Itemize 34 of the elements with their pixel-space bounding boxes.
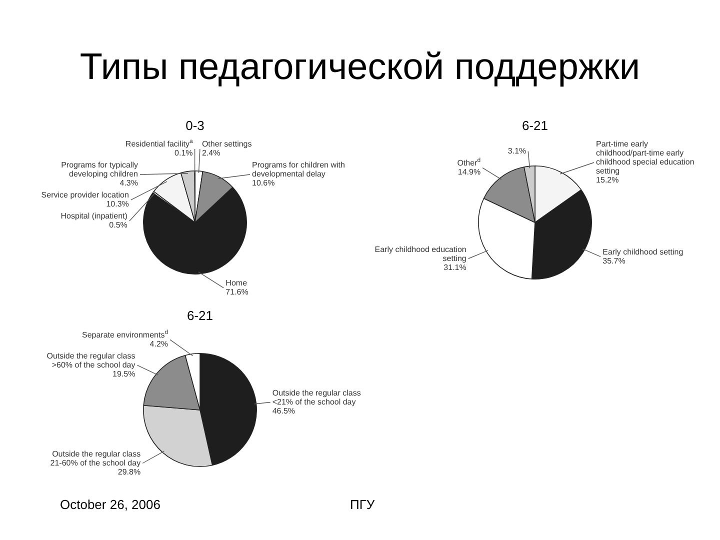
data-label: 14.9% — [458, 167, 481, 176]
slice-label: Early childhood setting — [602, 247, 684, 256]
slice-label: Other settings — [202, 140, 252, 149]
slice-label: Part-time early childhood/part-time early childhood special education setting — [596, 140, 694, 176]
data-label: 71.6% — [226, 288, 248, 297]
slice-label: Outside the regular class >60% of the school day — [46, 351, 136, 370]
data-label: 19.5% — [112, 369, 136, 378]
slice-label: Early childhood education setting — [374, 244, 466, 263]
data-label: 10.3% — [106, 200, 129, 209]
data-label: 0.5% — [109, 220, 128, 230]
slice-label: Programs for children with developmental delay — [252, 160, 345, 179]
text: Типы педагогической поддержки — [78, 46, 642, 88]
slice-label: Home — [226, 278, 248, 288]
slice-label: Outside the regular class 21-60% of the school day — [50, 449, 141, 468]
data-label: 35.7% — [602, 256, 626, 266]
text: October 26, 2006 — [60, 497, 160, 512]
slice-label: Outside the regular class <21% of the school day — [272, 388, 361, 406]
slice-label: Service provider location — [41, 190, 129, 200]
slice-label: Hospital (inpatient) — [60, 212, 128, 221]
data-label: 4.3% — [120, 178, 138, 188]
data-label: 0.1% — [174, 148, 193, 158]
data-label: 3.1% — [508, 146, 526, 156]
chart-title: 6-21 — [186, 308, 214, 324]
data-label: 4.2% — [150, 339, 168, 348]
data-label: 15.2% — [596, 176, 619, 185]
text: ПГУ — [350, 497, 375, 512]
chart-title: 0-3 — [184, 118, 206, 134]
chart-title: 6-21 — [520, 118, 550, 134]
data-label: 10.6% — [252, 178, 275, 188]
data-label: 31.1% — [444, 262, 466, 272]
data-label: 46.5% — [272, 406, 296, 416]
data-label: 2.4% — [202, 148, 220, 158]
slice-label: Programs for typically developing children — [61, 160, 138, 179]
data-label: 29.8% — [118, 467, 141, 476]
